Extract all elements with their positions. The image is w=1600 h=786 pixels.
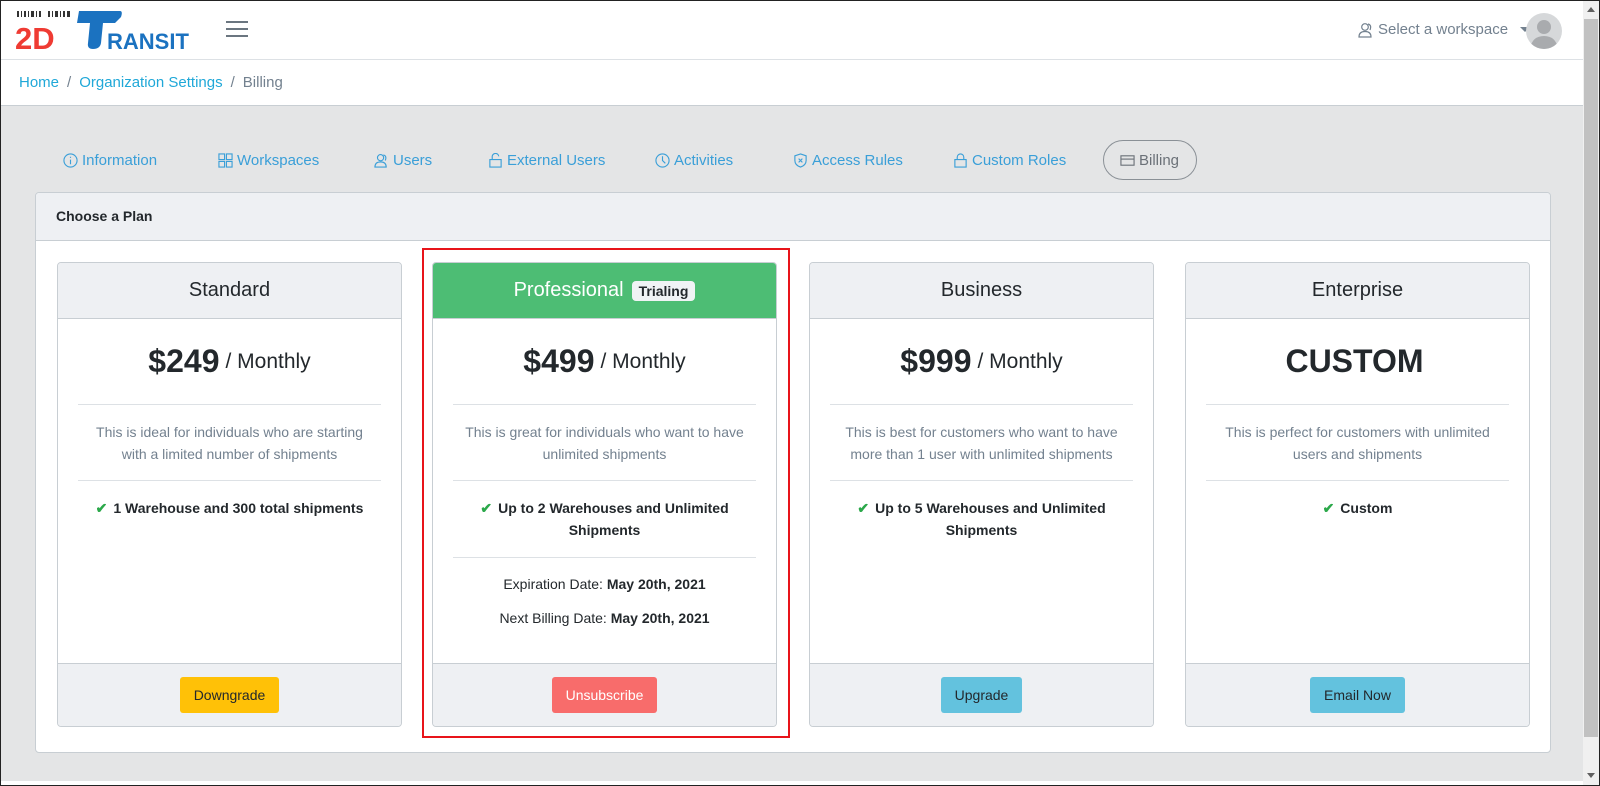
breadcrumb: Home / Organization Settings / Billing [1,60,1583,106]
workspace-selector[interactable]: Select a workspace [1358,21,1531,38]
scroll-up-icon[interactable] [1587,7,1595,12]
plan-name: Business [810,263,1153,319]
workspace-label: Select a workspace [1378,21,1509,38]
plan-description: This is best for customers who want to h… [830,405,1133,481]
svg-text:2D: 2D [15,21,55,51]
unlock-icon [489,152,502,168]
info-icon [63,152,78,168]
breadcrumb-home[interactable]: Home [19,74,60,91]
email-now-button[interactable]: Email Now [1310,677,1405,713]
choose-plan-card: Choose a Plan Standard $249/ Monthly Thi… [35,192,1551,753]
plan-feature: ✔ Up to 5 Warehouses and Unlimited Shipme… [857,500,1106,538]
clock-icon [655,152,670,168]
expiration-date: Expiration Date: May 20th, 2021 [503,576,706,592]
plan-price: $499/ Monthly [453,319,756,405]
plan-price: $249/ Monthly [78,319,381,405]
scroll-down-icon[interactable] [1587,773,1595,778]
plan-business: Business $999/ Monthly This is best for … [809,262,1154,727]
tab-label: Users [393,151,433,169]
check-icon: ✔ [480,500,493,516]
plan-header: Professional Trialing [433,263,776,319]
tab-label: Billing [1139,151,1180,169]
tab-custom-roles[interactable]: Custom Roles [953,140,1066,180]
plan-description: This is perfect for customers with unlim… [1206,405,1509,481]
scrollbar-thumb[interactable] [1584,19,1598,737]
settings-tabs: Information Workspaces Users External Us… [61,140,1261,180]
unsubscribe-button[interactable]: Unsubscribe [551,677,658,713]
plan-description: This is great for individuals who want t… [453,405,756,481]
plan-feature: ✔ 1 Warehouse and 300 total shipments [95,500,364,516]
breadcrumb-organization-settings[interactable]: Organization Settings [79,74,223,91]
tab-label: Access Rules [812,151,903,169]
breadcrumb-current: Billing [242,74,283,91]
plan-feature: ✔ Custom [1322,500,1393,516]
caret-down-icon [1520,27,1531,32]
main-content: Information Workspaces Users External Us… [1,106,1583,781]
check-icon: ✔ [857,500,870,516]
grid-icon [218,152,233,168]
plan-professional: Professional Trialing $499/ Monthly This … [432,262,777,727]
tab-workspaces[interactable]: Workspaces [218,140,319,180]
tab-billing[interactable]: Billing [1103,140,1197,180]
menu-toggle-button[interactable] [226,21,248,37]
users-icon [1358,22,1372,38]
credit-card-icon [1120,154,1135,166]
upgrade-button[interactable]: Upgrade [940,677,1023,713]
logo[interactable]: 2D RANSIT [15,9,200,51]
scrollbar[interactable] [1583,1,1599,785]
plan-name: Enterprise [1186,263,1529,319]
next-billing-date: Next Billing Date: May 20th, 2021 [499,610,710,626]
plan-price: CUSTOM [1206,319,1509,405]
tab-label: Custom Roles [972,151,1067,169]
tab-users[interactable]: Users [374,140,432,180]
plan-description: This is ideal for individuals who are st… [78,405,381,481]
check-icon: ✔ [95,500,108,516]
tab-activities[interactable]: Activities [655,140,733,180]
tab-label: Workspaces [237,151,320,169]
svg-text:RANSIT: RANSIT [107,29,189,51]
tab-access-rules[interactable]: Access Rules [793,140,903,180]
check-icon: ✔ [1322,500,1335,516]
lock-icon [954,152,967,168]
downgrade-button[interactable]: Downgrade [179,677,280,713]
card-title: Choose a Plan [36,193,1550,241]
status-badge: Trialing [631,280,696,301]
tab-label: External Users [507,151,606,169]
tab-external-users[interactable]: External Users [488,140,605,180]
plan-enterprise: Enterprise CUSTOM This is perfect for cu… [1185,262,1530,727]
shield-icon [794,152,807,168]
top-navbar: 2D RANSIT Select a workspace [1,1,1583,60]
user-avatar[interactable] [1526,13,1562,49]
users-icon [374,153,387,168]
plan-feature: ✔ Up to 2 Warehouses and Unlimited Shipme… [480,500,729,538]
plan-name: Standard [58,263,401,319]
plan-name: Professional [513,279,624,301]
tab-label: Activities [674,151,734,169]
tab-label: Information [82,151,158,169]
plan-standard: Standard $249/ Monthly This is ideal for… [57,262,402,727]
plan-price: $999/ Monthly [830,319,1133,405]
tab-information[interactable]: Information [63,140,157,180]
